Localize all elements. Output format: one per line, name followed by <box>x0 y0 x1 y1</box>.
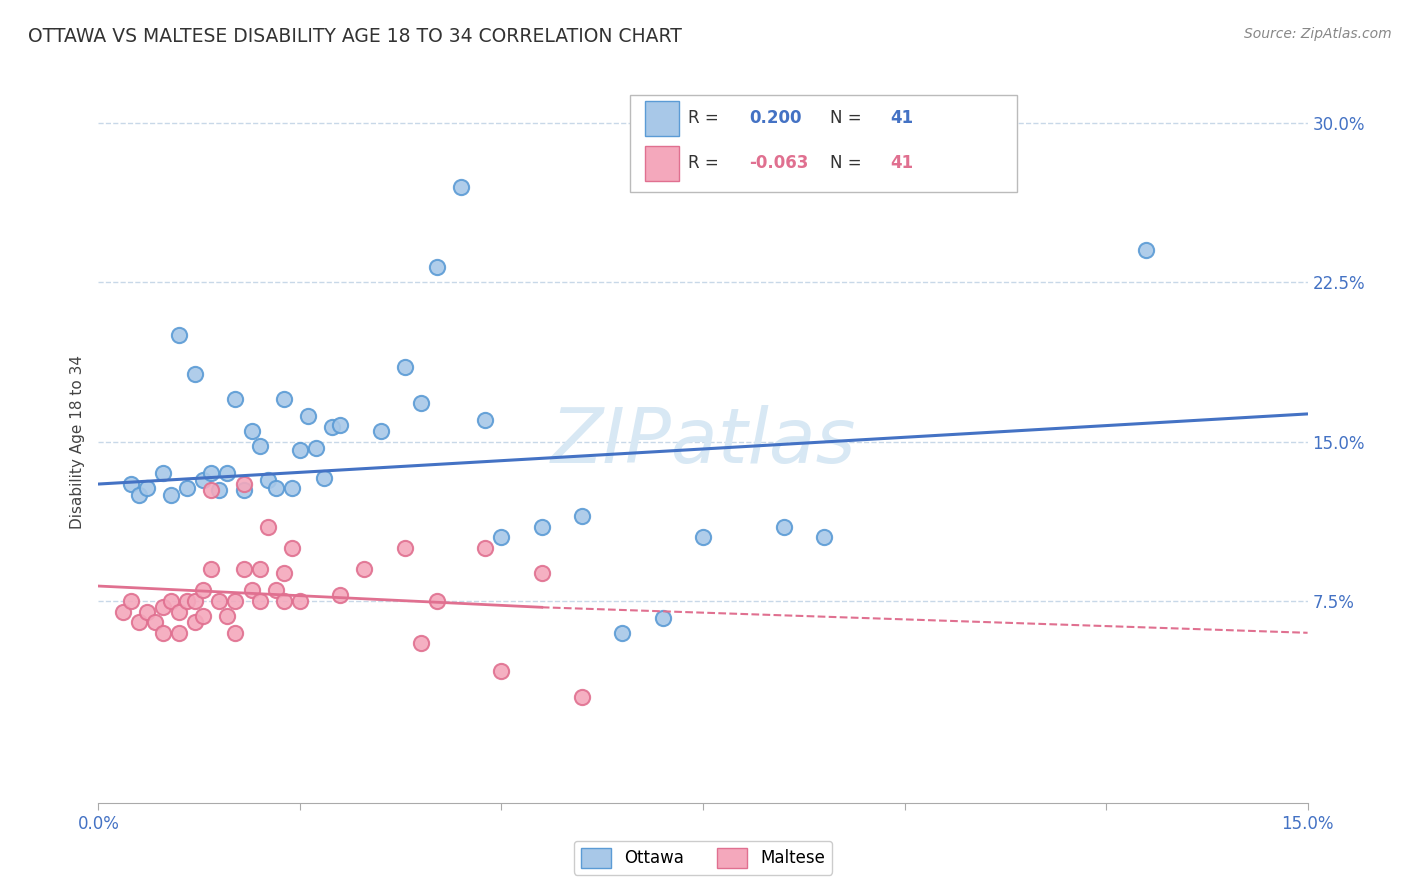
Point <box>474 541 496 555</box>
Point <box>224 392 246 406</box>
Point <box>273 594 295 608</box>
Point <box>120 477 142 491</box>
Point <box>530 566 553 581</box>
Point <box>394 360 416 375</box>
Point <box>217 467 239 481</box>
Point <box>651 611 673 625</box>
Point <box>111 605 134 619</box>
Point <box>208 594 231 608</box>
Point <box>224 625 246 640</box>
Point <box>208 483 231 498</box>
Point <box>200 562 222 576</box>
Point <box>193 608 215 623</box>
Point <box>394 541 416 555</box>
Text: ZIPatlas: ZIPatlas <box>550 405 856 478</box>
Point <box>152 625 174 640</box>
Point <box>128 488 150 502</box>
Text: -0.063: -0.063 <box>749 154 808 172</box>
Point <box>249 439 271 453</box>
Point <box>152 600 174 615</box>
Point <box>426 594 449 608</box>
Point <box>321 419 343 434</box>
Point <box>120 594 142 608</box>
Point <box>314 471 336 485</box>
Point <box>160 488 183 502</box>
FancyBboxPatch shape <box>630 95 1018 193</box>
Point <box>256 519 278 533</box>
Point <box>409 636 432 650</box>
Point <box>329 417 352 432</box>
Point <box>152 467 174 481</box>
Point <box>571 690 593 704</box>
Y-axis label: Disability Age 18 to 34: Disability Age 18 to 34 <box>69 354 84 529</box>
Point <box>281 481 304 495</box>
Point <box>281 541 304 555</box>
Point <box>370 424 392 438</box>
FancyBboxPatch shape <box>645 101 679 136</box>
Point <box>450 179 472 194</box>
Point <box>167 625 190 640</box>
Point <box>772 519 794 533</box>
Point <box>232 477 254 491</box>
Point <box>160 594 183 608</box>
Point <box>167 328 190 343</box>
Point <box>184 615 207 630</box>
Point <box>409 396 432 410</box>
Text: 41: 41 <box>890 154 914 172</box>
Point <box>273 392 295 406</box>
Point <box>353 562 375 576</box>
Point <box>249 594 271 608</box>
Point <box>184 594 207 608</box>
Point <box>249 562 271 576</box>
Point <box>491 530 513 544</box>
Point <box>264 481 287 495</box>
Text: R =: R = <box>689 154 724 172</box>
Point <box>193 473 215 487</box>
Point <box>240 583 263 598</box>
Point <box>193 583 215 598</box>
Point <box>1135 244 1157 258</box>
Point <box>692 530 714 544</box>
Point <box>135 481 157 495</box>
Point <box>491 664 513 678</box>
Text: N =: N = <box>830 110 868 128</box>
Point <box>273 566 295 581</box>
Point <box>200 483 222 498</box>
Point <box>530 519 553 533</box>
Point <box>135 605 157 619</box>
Point <box>224 594 246 608</box>
Point <box>305 441 328 455</box>
Point <box>200 467 222 481</box>
Point <box>813 530 835 544</box>
Point <box>256 473 278 487</box>
Point <box>143 615 166 630</box>
Point <box>297 409 319 423</box>
Point <box>217 608 239 623</box>
Point <box>612 625 634 640</box>
Legend: Ottawa, Maltese: Ottawa, Maltese <box>574 841 832 875</box>
Text: R =: R = <box>689 110 724 128</box>
Point <box>288 594 311 608</box>
Text: 0.200: 0.200 <box>749 110 801 128</box>
Point <box>426 260 449 275</box>
Point <box>232 562 254 576</box>
Point <box>264 583 287 598</box>
Text: N =: N = <box>830 154 868 172</box>
Point <box>329 588 352 602</box>
Point <box>176 481 198 495</box>
Point <box>128 615 150 630</box>
Point <box>571 508 593 523</box>
Text: Source: ZipAtlas.com: Source: ZipAtlas.com <box>1244 27 1392 41</box>
Point <box>240 424 263 438</box>
Point <box>288 443 311 458</box>
Point <box>474 413 496 427</box>
Point <box>232 483 254 498</box>
Text: OTTAWA VS MALTESE DISABILITY AGE 18 TO 34 CORRELATION CHART: OTTAWA VS MALTESE DISABILITY AGE 18 TO 3… <box>28 27 682 45</box>
Text: 41: 41 <box>890 110 914 128</box>
Point <box>167 605 190 619</box>
Point <box>176 594 198 608</box>
FancyBboxPatch shape <box>645 146 679 180</box>
Point <box>184 367 207 381</box>
